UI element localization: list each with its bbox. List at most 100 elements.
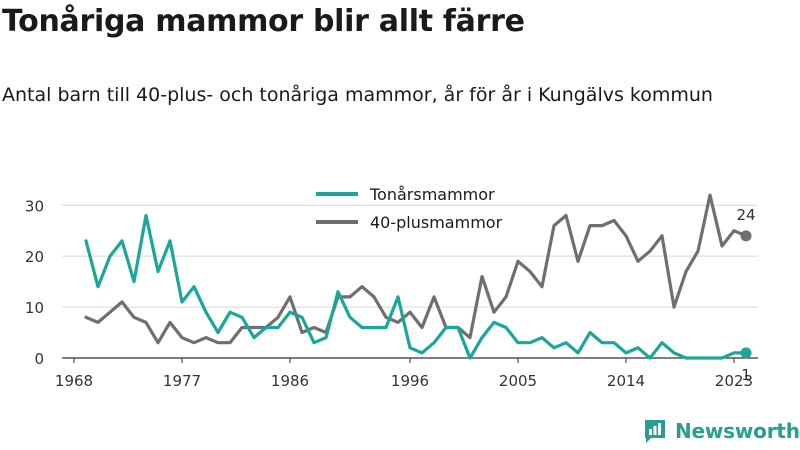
data-point-tonarsmammor xyxy=(492,321,496,324)
data-point-tonarsmammor xyxy=(552,346,556,350)
data-point-40-plusmammor xyxy=(348,295,352,299)
data-point-tonarsmammor xyxy=(696,356,700,360)
data-point-tonarsmammor xyxy=(648,356,652,360)
data-point-tonarsmammor xyxy=(600,341,604,344)
data-point-tonarsmammor xyxy=(588,331,592,334)
data-point-tonarsmammor xyxy=(192,285,196,288)
x-tick-label: 1986 xyxy=(271,372,309,390)
data-point-40-plusmammor xyxy=(240,326,244,329)
data-point-40-plusmammor xyxy=(300,331,304,334)
chart-title: Tonåriga mammor blir allt färre xyxy=(2,4,525,39)
y-tick-label: 20 xyxy=(25,248,44,266)
data-point-40-plusmammor xyxy=(216,341,220,344)
data-point-tonarsmammor xyxy=(156,270,160,273)
data-point-40-plusmammor xyxy=(192,341,196,344)
x-tick-label: 2014 xyxy=(607,372,645,390)
data-point-40-plusmammor xyxy=(696,249,700,253)
data-point-40-plusmammor xyxy=(360,285,364,288)
data-point-40-plusmammor xyxy=(552,224,556,227)
data-point-tonarsmammor xyxy=(120,239,124,243)
data-point-tonarsmammor xyxy=(564,341,568,344)
end-label-40-plusmammor: 24 xyxy=(736,206,755,224)
data-point-tonarsmammor xyxy=(468,356,472,360)
x-tick-label: 2023 xyxy=(715,372,753,390)
legend-label-tonarsmammor: Tonårsmammor xyxy=(369,185,495,204)
data-point-40-plusmammor xyxy=(168,321,172,324)
data-point-tonarsmammor xyxy=(432,341,436,344)
legend: Tonårsmammor 40-plusmammor xyxy=(316,185,503,232)
x-tick-label: 2005 xyxy=(499,372,537,390)
data-point-tonarsmammor xyxy=(324,336,328,339)
end-label-tonarsmammor: 1 xyxy=(741,366,751,384)
data-point-40-plusmammor xyxy=(468,336,472,339)
data-point-tonarsmammor xyxy=(144,214,148,217)
data-point-tonarsmammor xyxy=(168,239,172,243)
data-point-tonarsmammor xyxy=(480,336,484,339)
data-point-tonarsmammor xyxy=(624,351,628,355)
data-point-tonarsmammor xyxy=(516,341,520,344)
data-point-40-plusmammor xyxy=(84,316,88,319)
data-point-40-plusmammor xyxy=(156,341,160,344)
data-point-40-plusmammor xyxy=(384,316,388,319)
data-point-tonarsmammor xyxy=(684,356,688,360)
data-point-tonarsmammor xyxy=(276,326,280,329)
data-point-tonarsmammor xyxy=(132,280,136,283)
x-tick-label: 1968 xyxy=(55,372,93,390)
data-point-40-plusmammor xyxy=(660,234,664,238)
data-point-40-plusmammor xyxy=(480,275,484,278)
data-point-40-plusmammor xyxy=(180,336,184,339)
data-point-tonarsmammor xyxy=(396,295,400,299)
data-point-tonarsmammor xyxy=(96,285,100,288)
data-point-tonarsmammor xyxy=(204,310,208,314)
data-point-40-plusmammor xyxy=(144,321,148,324)
data-point-40-plusmammor xyxy=(720,244,724,248)
data-point-40-plusmammor xyxy=(288,295,292,299)
data-point-40-plusmammor xyxy=(96,321,100,324)
end-marker-tonarsmammor xyxy=(740,347,752,359)
data-point-tonarsmammor xyxy=(384,326,388,329)
newsworthy-logo: Newsworthy xyxy=(643,418,800,444)
data-point-tonarsmammor xyxy=(372,326,376,329)
data-point-tonarsmammor xyxy=(528,341,532,344)
data-point-40-plusmammor xyxy=(132,316,136,319)
data-point-40-plusmammor xyxy=(204,336,208,339)
data-point-40-plusmammor xyxy=(252,326,256,329)
data-point-40-plusmammor xyxy=(564,214,568,217)
data-point-40-plusmammor xyxy=(600,224,604,227)
data-point-40-plusmammor xyxy=(312,326,316,329)
data-point-tonarsmammor xyxy=(84,239,88,243)
data-point-tonarsmammor xyxy=(540,336,544,339)
x-tick-label: 1996 xyxy=(391,372,429,390)
data-point-tonarsmammor xyxy=(732,351,736,355)
data-point-40-plusmammor xyxy=(276,316,280,319)
data-point-tonarsmammor xyxy=(216,331,220,334)
series-line-tonarsmammor xyxy=(84,213,748,360)
data-point-40-plusmammor xyxy=(540,285,544,288)
data-point-40-plusmammor xyxy=(120,300,124,304)
data-point-40-plusmammor xyxy=(588,224,592,227)
data-point-tonarsmammor xyxy=(456,326,460,329)
data-point-40-plusmammor xyxy=(228,341,232,344)
data-point-40-plusmammor xyxy=(636,260,640,263)
data-point-40-plusmammor xyxy=(108,310,112,314)
data-point-tonarsmammor xyxy=(348,316,352,319)
data-point-40-plusmammor xyxy=(420,326,424,329)
y-tick-label: 0 xyxy=(34,350,44,368)
data-point-40-plusmammor xyxy=(648,249,652,253)
data-point-40-plusmammor xyxy=(408,310,412,314)
data-point-tonarsmammor xyxy=(300,316,304,319)
data-point-tonarsmammor xyxy=(252,336,256,339)
data-point-tonarsmammor xyxy=(708,356,712,360)
legend-label-40-plusmammor: 40-plusmammor xyxy=(370,213,503,232)
data-point-tonarsmammor xyxy=(360,326,364,329)
data-point-40-plusmammor xyxy=(492,310,496,314)
x-tick-label: 1977 xyxy=(163,372,201,390)
data-point-tonarsmammor xyxy=(108,254,112,258)
data-point-tonarsmammor xyxy=(444,326,448,329)
data-point-40-plusmammor xyxy=(432,295,436,299)
data-point-40-plusmammor xyxy=(576,260,580,263)
data-point-40-plusmammor xyxy=(708,193,712,197)
data-point-tonarsmammor xyxy=(288,310,292,314)
data-point-tonarsmammor xyxy=(612,341,616,344)
